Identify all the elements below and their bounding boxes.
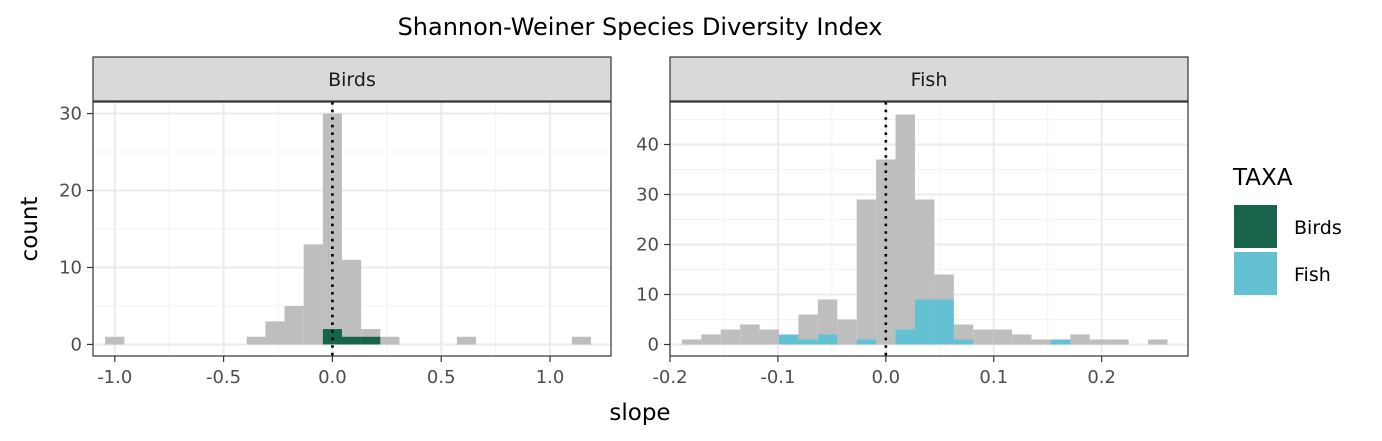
facet-strip: [92, 56, 612, 102]
bar-all: [246, 336, 266, 345]
bar-all: [895, 114, 915, 345]
bar-all: [740, 324, 760, 345]
facet-panel-fish: Fish -0.2 -0.1 0.0 0.1 0.2 0 10 20 30 40: [636, 56, 1189, 388]
legend: TAXA Birds Fish: [1232, 165, 1342, 295]
bar-fish: [817, 334, 838, 345]
bar-fish: [778, 334, 799, 345]
bar-all: [1012, 334, 1032, 345]
facet-strip-label: Birds: [328, 69, 376, 91]
bar-all: [1070, 334, 1090, 345]
x-tick-label: 0.5: [427, 367, 456, 388]
x-tick-label: -1.0: [97, 367, 132, 388]
bar-all: [341, 259, 362, 345]
x-tick-label: 0.0: [318, 367, 347, 388]
bar-all: [284, 305, 304, 345]
y-tick-label: 10: [59, 257, 82, 278]
panel-border: [92, 101, 612, 357]
bar-all: [456, 336, 477, 345]
legend-label-fish: Fish: [1294, 264, 1331, 286]
bar-all: [856, 199, 877, 345]
bar-fish: [914, 299, 935, 345]
bar-all: [303, 244, 323, 345]
bar-all: [973, 329, 993, 345]
bar-all: [571, 336, 591, 345]
bar-all: [837, 319, 857, 345]
legend-label-birds: Birds: [1294, 217, 1342, 239]
bar-all: [105, 336, 125, 345]
bar-all: [681, 339, 702, 345]
bar-fish: [798, 339, 818, 345]
bar-all: [1089, 339, 1110, 345]
x-tick-label: 0.2: [1087, 367, 1116, 388]
bar-all: [380, 336, 400, 345]
facet-strip-label: Fish: [911, 69, 948, 91]
panel-border: [669, 101, 1189, 357]
bar-all: [759, 329, 779, 345]
y-tick-label: 40: [636, 135, 659, 156]
chart-title: Shannon-Weiner Species Diversity Index: [398, 13, 883, 41]
bar-fish: [1050, 339, 1071, 345]
bar-all: [876, 159, 896, 345]
y-tick-label: 30: [636, 185, 659, 206]
x-tick-label: -0.5: [206, 367, 241, 388]
y-tick-label: 0: [71, 334, 82, 355]
x-tick-label: 0.0: [872, 367, 901, 388]
y-tick-label: 0: [648, 335, 659, 356]
bar-all: [1148, 339, 1168, 345]
bar-all: [265, 321, 285, 345]
legend-title: TAXA: [1232, 165, 1293, 191]
y-axis-title: count: [17, 197, 43, 262]
y-tick-label: 10: [636, 285, 659, 306]
bar-all: [817, 299, 838, 345]
bar-all: [701, 334, 721, 345]
bar-birds: [322, 329, 342, 345]
bar-fish: [856, 339, 877, 345]
x-axis-title: slope: [609, 400, 670, 426]
bar-all: [798, 314, 818, 345]
y-tick-label: 20: [636, 235, 659, 256]
x-tick-label: 0.1: [979, 367, 1008, 388]
legend-key-fish: [1234, 252, 1277, 295]
bar-fish: [895, 329, 915, 345]
bar-all: [322, 113, 342, 345]
x-tick-label: -0.1: [760, 367, 795, 388]
bar-all: [992, 329, 1013, 345]
bar-all: [720, 329, 741, 345]
facet-panel-birds: Birds -1.0 -0.5 0.0 0.5 1.0 0 10 20 30: [59, 56, 612, 388]
y-tick-label: 30: [59, 104, 82, 125]
y-tick-label: 20: [59, 181, 82, 202]
bar-fish: [934, 299, 954, 345]
facet-strip: [669, 56, 1189, 102]
bar-fish: [953, 339, 974, 345]
bar-all: [1109, 339, 1129, 345]
bar-birds: [361, 336, 381, 345]
bar-birds: [341, 336, 362, 345]
x-tick-label: 1.0: [536, 367, 565, 388]
x-tick-label: -0.2: [652, 367, 687, 388]
bar-all: [1031, 339, 1051, 345]
legend-key-birds: [1234, 205, 1277, 248]
